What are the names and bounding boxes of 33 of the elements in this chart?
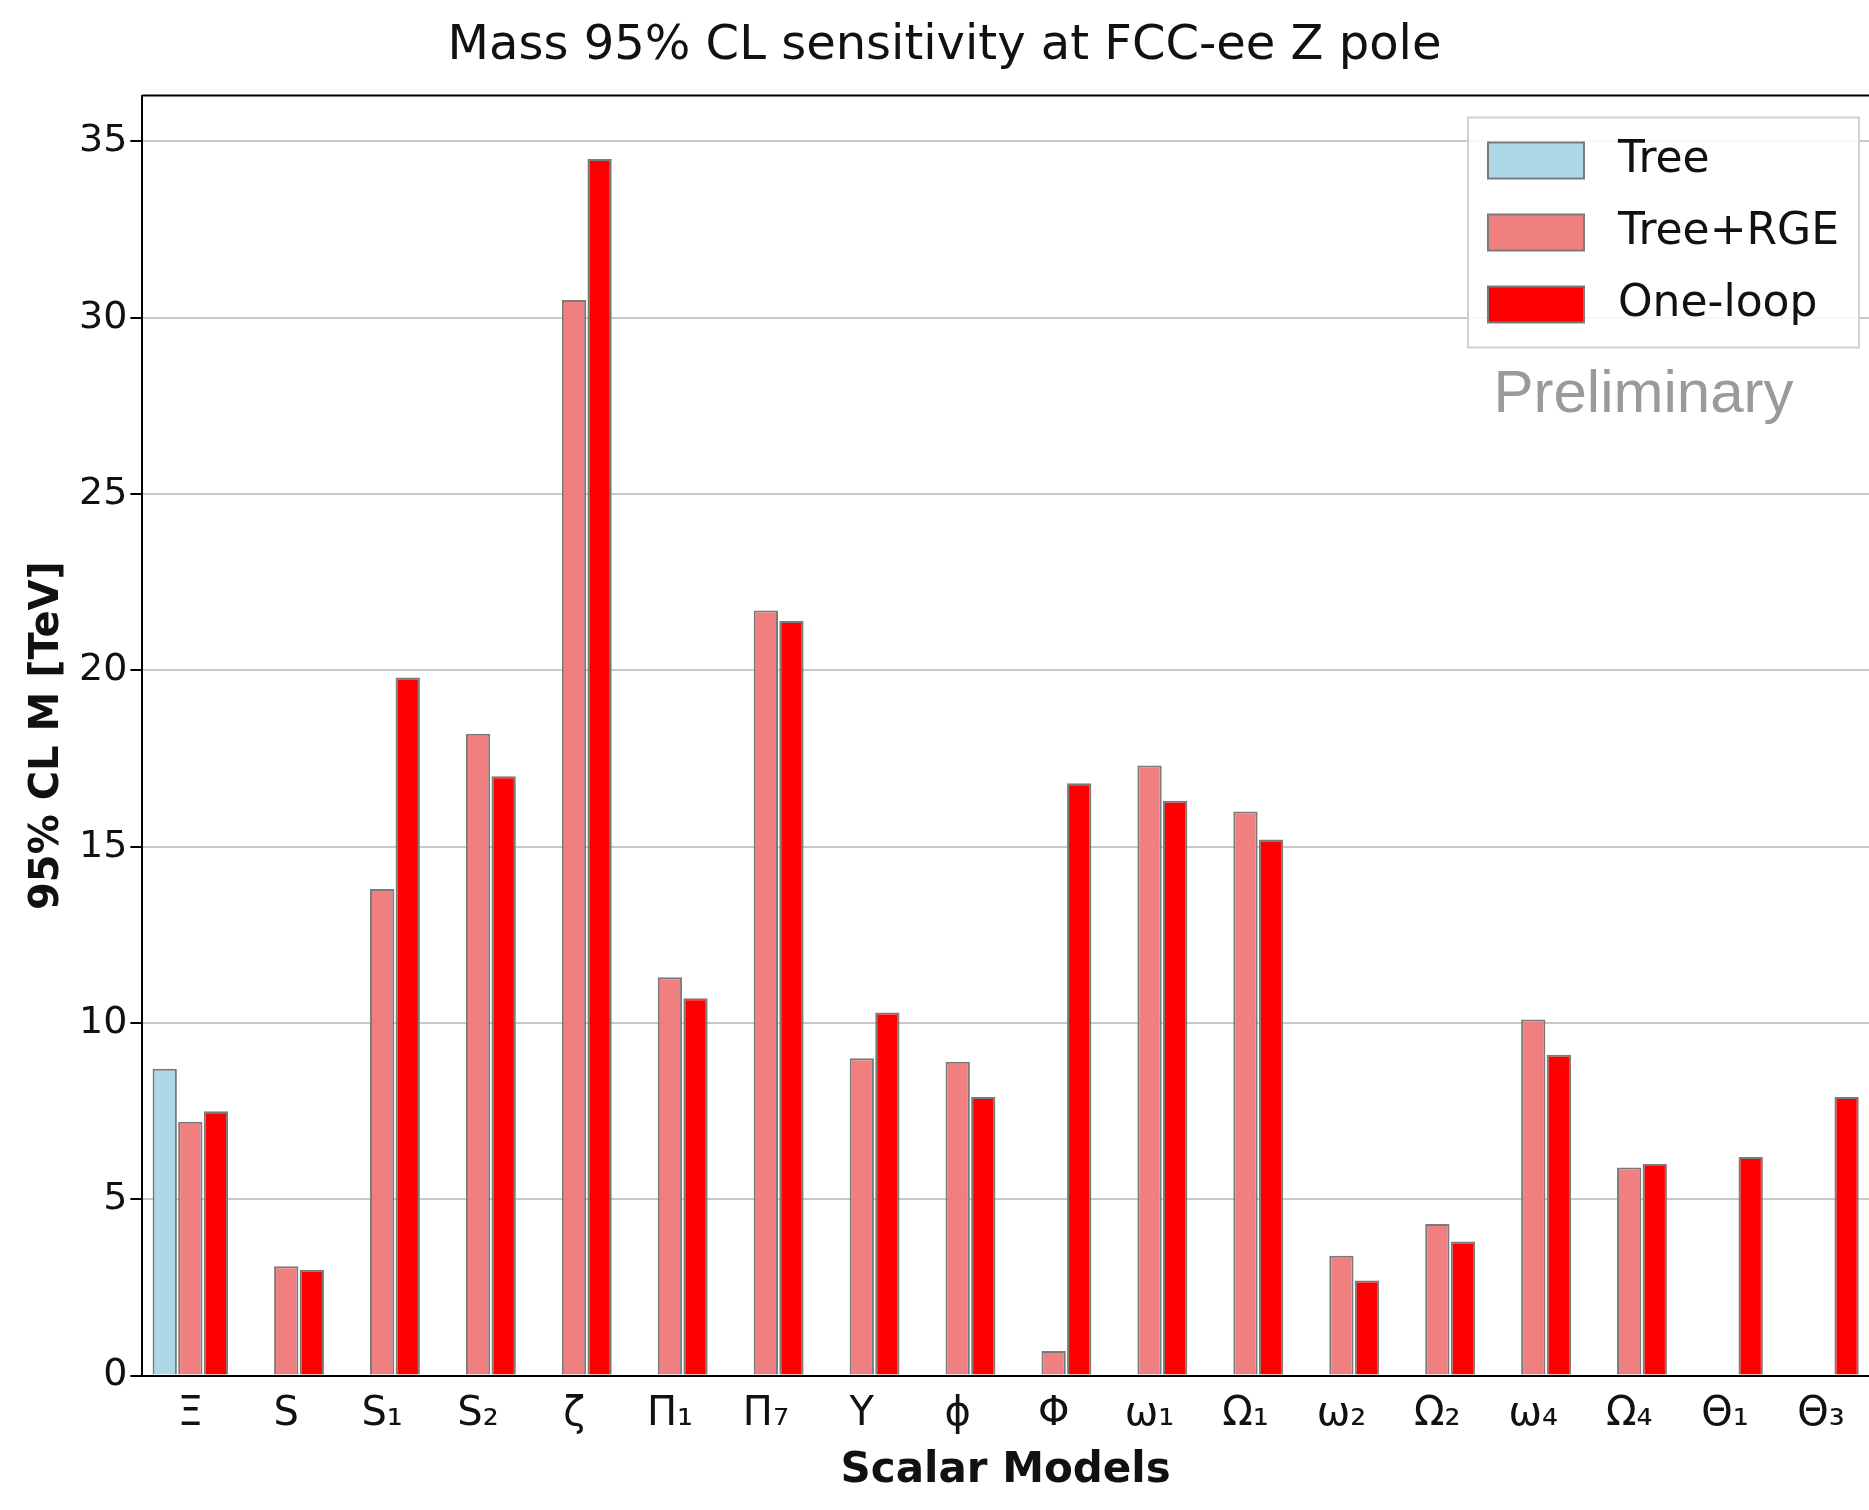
y-tick-label: 25 <box>78 468 128 513</box>
y-tick-label: 10 <box>78 997 128 1042</box>
y-tick-label: 20 <box>78 645 128 690</box>
y-tick-label: 30 <box>78 292 128 337</box>
x-tick-label: Θ₁ <box>1701 1387 1749 1434</box>
x-tick-label: Φ <box>1037 1387 1070 1434</box>
y-tick-label: 5 <box>103 1174 128 1219</box>
x-tick-label: ω₂ <box>1316 1387 1367 1434</box>
x-tick-label: S₁ <box>361 1387 403 1434</box>
x-tick-label: ω₁ <box>1124 1387 1175 1434</box>
x-tick-label: Ω₄ <box>1605 1387 1653 1434</box>
x-tick-label: ϕ <box>944 1387 971 1434</box>
y-axis-title: 95% CL M [TeV] <box>21 561 68 910</box>
legend-label: One-loop <box>1617 275 1818 327</box>
x-tick-label: Ω₂ <box>1414 1387 1461 1434</box>
x-axis-title: Scalar Models <box>840 1442 1171 1492</box>
x-tick-label: Υ <box>848 1387 875 1434</box>
x-tick-label: ω₄ <box>1508 1387 1559 1434</box>
y-tick-label: 35 <box>78 116 128 161</box>
chart-title: Mass 95% CL sensitivity at FCC-ee Z pole <box>447 14 1442 71</box>
x-tick-label: Ω₁ <box>1222 1387 1269 1434</box>
x-tick-label: S <box>273 1387 299 1434</box>
legend-label: Tree <box>1616 131 1710 183</box>
annotation: Preliminary <box>1493 358 1794 426</box>
y-tick-label: 15 <box>78 821 128 866</box>
legend-label: Tree+RGE <box>1616 203 1840 255</box>
x-tick-label: Π₁ <box>646 1387 693 1434</box>
y-tick-label: 0 <box>103 1350 128 1395</box>
x-tick-label: Ξ <box>177 1387 203 1434</box>
x-tick-label: S₂ <box>457 1387 499 1434</box>
x-tick-label: Π₇ <box>742 1387 789 1434</box>
x-tick-label: Θ₃ <box>1797 1387 1845 1434</box>
x-tick-label: ζ <box>563 1387 585 1434</box>
